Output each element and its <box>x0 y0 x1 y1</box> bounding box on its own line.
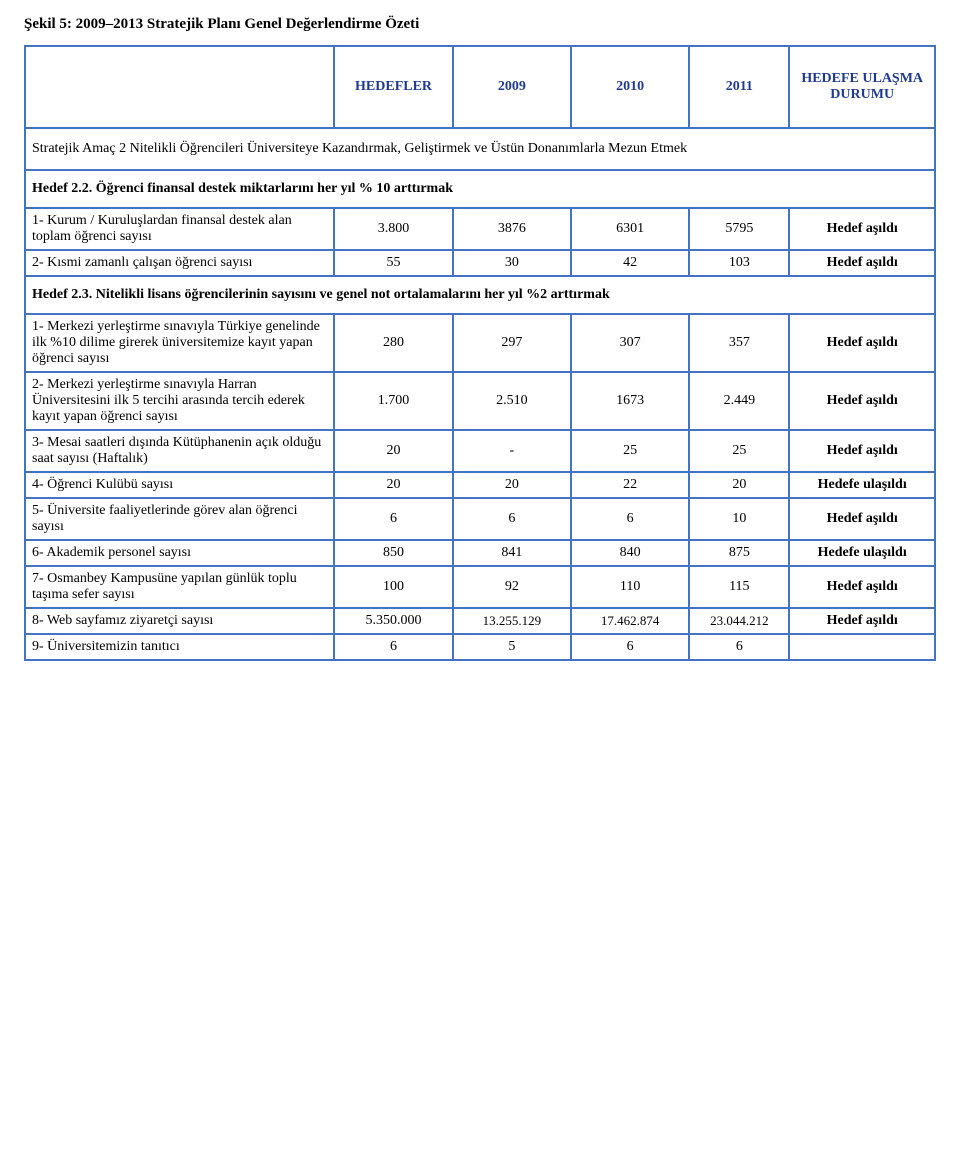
row-cell: 280 <box>334 314 452 372</box>
row-status: Hedef aşıldı <box>789 372 935 430</box>
row-status: Hedef aşıldı <box>789 608 935 634</box>
row-status: Hedef aşıldı <box>789 430 935 472</box>
row-cell: 841 <box>453 540 571 566</box>
section-title: Stratejik Amaç 2 Nitelikli Öğrencileri Ü… <box>25 128 935 170</box>
row-cell: 2.449 <box>689 372 789 430</box>
table-row: 2- Kısmi zamanlı çalışan öğrenci sayısı … <box>25 250 935 276</box>
row-cell: 5.350.000 <box>334 608 452 634</box>
header-2010: 2010 <box>571 46 689 128</box>
row-cell: 42 <box>571 250 689 276</box>
row-cell: 307 <box>571 314 689 372</box>
row-cell: 6 <box>334 498 452 540</box>
header-2009: 2009 <box>453 46 571 128</box>
row-cell: 25 <box>571 430 689 472</box>
row-cell: 55 <box>334 250 452 276</box>
hedef-2-3-title: Hedef 2.3. Nitelikli lisans öğrencilerin… <box>32 287 610 302</box>
row-cell: 30 <box>453 250 571 276</box>
table-row: 4- Öğrenci Kulübü sayısı 20 20 22 20 Hed… <box>25 472 935 498</box>
row-cell: 17.462.874 <box>571 608 689 634</box>
row-status: Hedef aşıldı <box>789 250 935 276</box>
row-cell: 5 <box>453 634 571 660</box>
row-cell: 3.800 <box>334 208 452 250</box>
row-cell: 1673 <box>571 372 689 430</box>
header-empty <box>25 46 334 128</box>
row-cell: 100 <box>334 566 452 608</box>
header-2011: 2011 <box>689 46 789 128</box>
row-cell: 10 <box>689 498 789 540</box>
row-desc: 7- Osmanbey Kampusüne yapılan günlük top… <box>25 566 334 608</box>
hedef-2-3-row: Hedef 2.3. Nitelikli lisans öğrencilerin… <box>25 276 935 314</box>
row-status: Hedef aşıldı <box>789 566 935 608</box>
row-cell: 297 <box>453 314 571 372</box>
row-status <box>789 634 935 660</box>
row-cell: 103 <box>689 250 789 276</box>
row-cell: 6 <box>453 498 571 540</box>
row-cell: - <box>453 430 571 472</box>
row-desc: 2- Merkezi yerleştirme sınavıyla Harran … <box>25 372 334 430</box>
row-cell: 20 <box>334 472 452 498</box>
row-cell: 850 <box>334 540 452 566</box>
row-cell: 875 <box>689 540 789 566</box>
row-cell: 115 <box>689 566 789 608</box>
table-row: 7- Osmanbey Kampusüne yapılan günlük top… <box>25 566 935 608</box>
row-desc: 4- Öğrenci Kulübü sayısı <box>25 472 334 498</box>
row-status: Hedefe ulaşıldı <box>789 540 935 566</box>
row-desc: 1- Kurum / Kuruluşlardan finansal destek… <box>25 208 334 250</box>
row-cell: 357 <box>689 314 789 372</box>
row-cell: 6 <box>571 634 689 660</box>
row-cell: 20 <box>689 472 789 498</box>
table-header-row: HEDEFLER 2009 2010 2011 HEDEFE ULAŞMA DU… <box>25 46 935 128</box>
row-cell: 6 <box>334 634 452 660</box>
strategic-plan-table: HEDEFLER 2009 2010 2011 HEDEFE ULAŞMA DU… <box>24 45 936 661</box>
row-status: Hedef aşıldı <box>789 498 935 540</box>
row-cell: 23.044.212 <box>689 608 789 634</box>
row-desc: 8- Web sayfamız ziyaretçi sayısı <box>25 608 334 634</box>
table-row: 1- Kurum / Kuruluşlardan finansal destek… <box>25 208 935 250</box>
row-cell: 6301 <box>571 208 689 250</box>
row-cell: 6 <box>571 498 689 540</box>
row-cell: 20 <box>453 472 571 498</box>
row-cell: 22 <box>571 472 689 498</box>
header-durum: HEDEFE ULAŞMA DURUMU <box>789 46 935 128</box>
figure-title: Şekil 5: 2009–2013 Stratejik Planı Genel… <box>24 16 936 33</box>
table-row: 1- Merkezi yerleştirme sınavıyla Türkiye… <box>25 314 935 372</box>
table-row: 5- Üniversite faaliyetlerinde görev alan… <box>25 498 935 540</box>
row-cell: 6 <box>689 634 789 660</box>
row-desc: 6- Akademik personel sayısı <box>25 540 334 566</box>
row-cell: 13.255.129 <box>453 608 571 634</box>
row-cell: 5795 <box>689 208 789 250</box>
row-cell: 840 <box>571 540 689 566</box>
hedef-2-2-title: Hedef 2.2. Öğrenci finansal destek mikta… <box>32 181 453 196</box>
row-status: Hedef aşıldı <box>789 208 935 250</box>
section-row: Stratejik Amaç 2 Nitelikli Öğrencileri Ü… <box>25 128 935 170</box>
table-row: 3- Mesai saatleri dışında Kütüphanenin a… <box>25 430 935 472</box>
row-cell: 25 <box>689 430 789 472</box>
table-row: 9- Üniversitemizin tanıtıcı 6 5 6 6 <box>25 634 935 660</box>
row-cell: 3876 <box>453 208 571 250</box>
row-cell: 110 <box>571 566 689 608</box>
row-status: Hedefe ulaşıldı <box>789 472 935 498</box>
table-row: 8- Web sayfamız ziyaretçi sayısı 5.350.0… <box>25 608 935 634</box>
row-desc: 3- Mesai saatleri dışında Kütüphanenin a… <box>25 430 334 472</box>
row-desc: 5- Üniversite faaliyetlerinde görev alan… <box>25 498 334 540</box>
row-cell: 1.700 <box>334 372 452 430</box>
header-hedefler: HEDEFLER <box>334 46 452 128</box>
table-row: 6- Akademik personel sayısı 850 841 840 … <box>25 540 935 566</box>
row-desc: 9- Üniversitemizin tanıtıcı <box>25 634 334 660</box>
row-desc: 2- Kısmi zamanlı çalışan öğrenci sayısı <box>25 250 334 276</box>
row-status: Hedef aşıldı <box>789 314 935 372</box>
row-desc: 1- Merkezi yerleştirme sınavıyla Türkiye… <box>25 314 334 372</box>
row-cell: 2.510 <box>453 372 571 430</box>
table-row: 2- Merkezi yerleştirme sınavıyla Harran … <box>25 372 935 430</box>
hedef-2-2-row: Hedef 2.2. Öğrenci finansal destek mikta… <box>25 170 935 208</box>
row-cell: 20 <box>334 430 452 472</box>
row-cell: 92 <box>453 566 571 608</box>
